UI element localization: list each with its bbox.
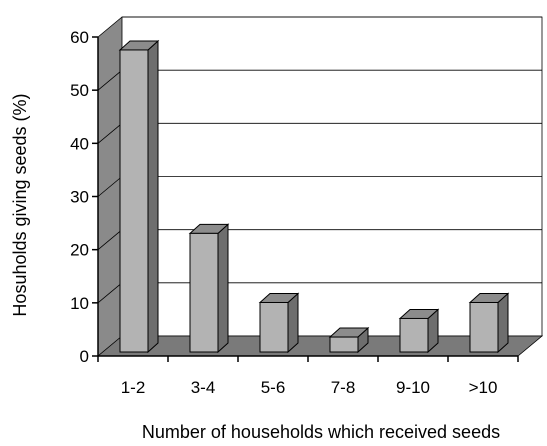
y-tick-label: 10 xyxy=(70,294,89,313)
x-tick-labels: 1-2 3-4 5-6 7-8 9-10 >10 xyxy=(121,378,498,397)
bar-3-4 xyxy=(188,223,230,354)
bar-5-6 xyxy=(258,292,300,354)
gridline-left-wall xyxy=(97,16,123,38)
bar-side xyxy=(497,292,509,354)
y-axis-label: Hosuholds giving seeds (%) xyxy=(10,93,30,316)
y-tick-label: 50 xyxy=(70,81,89,100)
gridline-left-wall xyxy=(97,282,123,304)
bar-front xyxy=(329,336,359,353)
bar-7-8 xyxy=(328,326,370,354)
bar-front xyxy=(399,317,429,353)
bars xyxy=(118,39,510,354)
bar-side xyxy=(287,292,299,354)
bar-1-2 xyxy=(118,39,160,354)
y-tick-label: 40 xyxy=(70,134,89,153)
x-tick-label: 1-2 xyxy=(121,378,146,397)
axes xyxy=(92,36,519,362)
bar-9-10 xyxy=(398,308,440,354)
bar-front xyxy=(259,301,289,353)
x-tick-label: 5-6 xyxy=(261,378,286,397)
x-tick-label: >10 xyxy=(469,378,498,397)
gridline-left-wall xyxy=(97,69,123,91)
y-tick-label: 30 xyxy=(70,188,89,207)
x-tick-label: 3-4 xyxy=(191,378,216,397)
gridline-left-wall xyxy=(97,123,123,144)
gridline-left-wall xyxy=(97,176,123,197)
bar-side xyxy=(217,223,229,354)
y-tick-label: 60 xyxy=(70,28,89,47)
y-tick-label: 0 xyxy=(80,347,89,366)
bar-front xyxy=(469,301,499,353)
y-tick-label: 20 xyxy=(70,241,89,260)
bar-side xyxy=(147,39,159,354)
x-tick-label: 9-10 xyxy=(396,378,430,397)
gridline-left-wall xyxy=(97,229,123,250)
bar-front xyxy=(119,49,149,353)
y-tick-labels: 0 10 20 30 40 50 60 xyxy=(70,28,89,366)
bar-front xyxy=(189,232,219,353)
x-tick-label: 7-8 xyxy=(331,378,356,397)
x-axis-label: Number of households which received seed… xyxy=(142,422,500,441)
bar->10 xyxy=(468,292,510,354)
